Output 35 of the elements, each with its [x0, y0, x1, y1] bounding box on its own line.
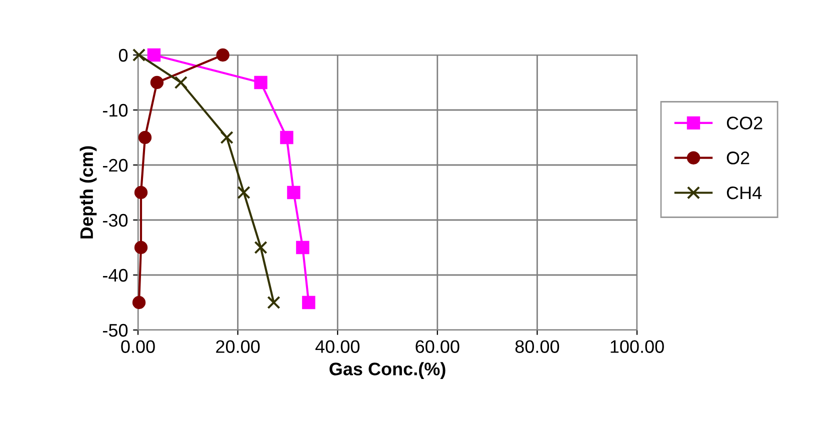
legend-label: CO2	[726, 116, 762, 130]
y-tick-label: -40	[102, 268, 128, 282]
point	[216, 48, 230, 62]
point	[280, 130, 294, 144]
x-tick-label: 80.00	[515, 340, 560, 353]
point	[174, 76, 188, 90]
point	[220, 130, 234, 144]
point	[132, 296, 146, 310]
legend-label: O2	[726, 152, 750, 164]
point	[150, 76, 164, 90]
point	[237, 186, 250, 200]
y-tick-label: -50	[102, 324, 128, 337]
y-tick-label: -10	[102, 104, 128, 117]
point	[134, 186, 148, 200]
point	[138, 130, 152, 144]
x-tick-label: 0.00	[121, 340, 155, 353]
y-tick-label: -20	[102, 158, 128, 172]
point	[132, 48, 146, 62]
point	[147, 48, 161, 62]
y-tick-label: 0	[118, 48, 128, 62]
y-axis-title: Depth (cm)	[80, 146, 97, 238]
point	[302, 296, 316, 310]
x-tick-label: 20.00	[216, 340, 260, 353]
y-tick-label: -30	[102, 214, 128, 227]
point	[254, 76, 268, 90]
x-tick-label: 100.00	[610, 340, 664, 353]
x-axis-title: Gas Conc.(%)	[330, 362, 446, 379]
legend-label: CH4	[726, 186, 762, 200]
point	[254, 240, 268, 254]
point	[287, 186, 300, 200]
point	[134, 240, 148, 254]
x-tick-label: 60.00	[416, 340, 460, 353]
point	[296, 240, 310, 254]
point	[267, 296, 280, 310]
x-tick-label: 40.00	[315, 340, 360, 353]
